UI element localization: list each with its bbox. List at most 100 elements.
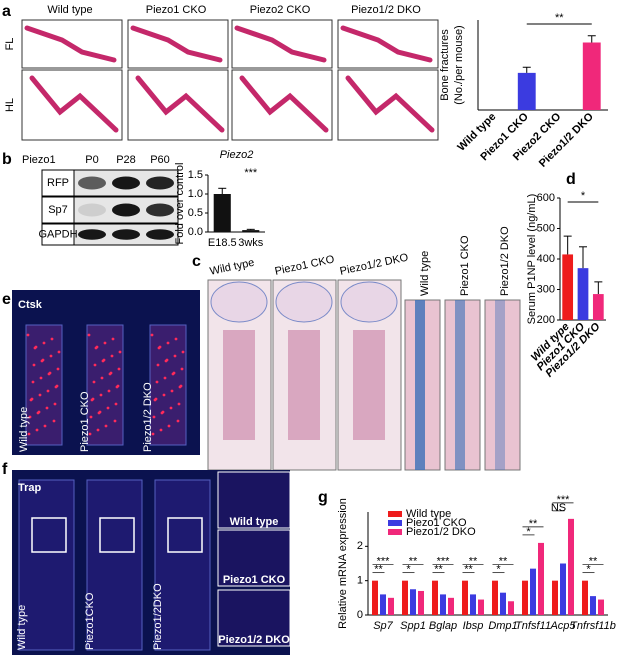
panel-label: f bbox=[2, 461, 8, 478]
y-tick-label: 500 bbox=[537, 222, 555, 234]
stain-dot bbox=[165, 358, 169, 362]
legend-label: Piezo1/2 DKO bbox=[406, 526, 476, 538]
stain-dot bbox=[181, 350, 185, 354]
bar bbox=[388, 597, 394, 615]
inset-label: Piezo1/2 DKO bbox=[499, 226, 511, 296]
y-tick-label: 1.5 bbox=[188, 169, 203, 181]
legend-swatch bbox=[388, 520, 402, 526]
strip bbox=[484, 299, 521, 471]
band bbox=[146, 229, 174, 240]
sig-label: *** bbox=[244, 167, 258, 179]
stain-dot bbox=[28, 415, 32, 419]
y-axis-label: Serum P1NP level (ng/mL) bbox=[526, 194, 538, 325]
sig-label: ** bbox=[464, 564, 473, 576]
stain-dot bbox=[45, 406, 49, 410]
bar bbox=[522, 580, 528, 615]
sig-label: *** bbox=[377, 556, 391, 568]
y-axis-label: Bone fractures (No./per mouse) bbox=[439, 25, 465, 104]
inset-label: Piezo1 CKO bbox=[459, 235, 471, 296]
roi bbox=[99, 517, 135, 553]
sig-label: ** bbox=[555, 12, 564, 24]
stain-dot bbox=[158, 345, 162, 349]
band bbox=[112, 176, 140, 190]
stain-dot bbox=[96, 428, 100, 432]
inset-label: Wild type bbox=[230, 516, 279, 528]
sig-label: *** bbox=[437, 556, 451, 568]
blot-label-box bbox=[41, 169, 75, 197]
bone bbox=[18, 479, 75, 651]
y-axis-label-line: (No./per mouse) bbox=[453, 25, 465, 104]
x-tick-label: Ibsp bbox=[463, 620, 484, 632]
bar bbox=[530, 568, 536, 615]
panel-label: b bbox=[2, 151, 12, 168]
stain-dot bbox=[26, 333, 30, 337]
epiphysis bbox=[340, 281, 398, 323]
bar bbox=[380, 594, 386, 615]
bar bbox=[448, 597, 454, 615]
inset-label: Piezo1/2 DKO bbox=[218, 634, 290, 646]
bar bbox=[500, 592, 506, 615]
bar bbox=[577, 268, 589, 320]
x-tick-label: Spp1 bbox=[400, 620, 426, 632]
skeleton bbox=[29, 75, 119, 133]
y-tick-label: 2 bbox=[357, 540, 363, 552]
stain-dot bbox=[30, 397, 34, 401]
y-tick-label: 600 bbox=[537, 192, 555, 204]
collagen bbox=[495, 300, 505, 470]
stain-dot bbox=[27, 432, 31, 436]
stain-dot bbox=[179, 384, 183, 388]
bone bbox=[149, 324, 187, 446]
stain-dot bbox=[95, 345, 99, 349]
bar bbox=[432, 580, 438, 615]
stain-dot bbox=[98, 410, 102, 414]
stain-dot bbox=[103, 341, 107, 345]
bar bbox=[562, 254, 574, 320]
stain-dot bbox=[34, 345, 38, 349]
panel-label: g bbox=[318, 489, 328, 506]
band bbox=[78, 176, 106, 190]
x-tick-label: Tnfrsf11b bbox=[570, 620, 616, 632]
marrow bbox=[353, 330, 385, 440]
sig-label: ** bbox=[469, 556, 478, 568]
stain-dot bbox=[57, 350, 61, 354]
y-tick-label: 0.5 bbox=[188, 207, 203, 219]
bar bbox=[242, 230, 260, 232]
stain-dot bbox=[35, 428, 39, 432]
bar bbox=[592, 294, 604, 320]
legend-label: Piezo1 CKO bbox=[406, 517, 467, 529]
bar bbox=[213, 194, 231, 232]
stain-dot bbox=[150, 333, 154, 337]
timepoint: P0 bbox=[85, 154, 98, 166]
stain-dot bbox=[53, 402, 57, 406]
band bbox=[146, 203, 174, 217]
bone bbox=[25, 324, 63, 446]
band bbox=[78, 229, 106, 240]
stain-dot bbox=[161, 410, 165, 414]
stain-dot bbox=[106, 406, 110, 410]
column-label: Piezo1 CKO bbox=[79, 391, 91, 452]
bar bbox=[418, 590, 424, 615]
chart-title: Piezo2 bbox=[220, 149, 254, 161]
stain-dot bbox=[174, 337, 178, 341]
legend-swatch bbox=[388, 529, 402, 535]
blot-gene: Piezo1 bbox=[22, 154, 56, 166]
row-label: FL bbox=[4, 38, 16, 51]
collagen bbox=[455, 300, 465, 470]
bar bbox=[582, 42, 601, 110]
stain-dot bbox=[107, 389, 111, 393]
inset-label: Piezo1 CKO bbox=[223, 574, 286, 586]
x-tick-label: Sp7 bbox=[373, 620, 393, 632]
panel-label: a bbox=[2, 3, 11, 20]
bar bbox=[538, 542, 544, 615]
y-tick-label: 0.0 bbox=[188, 226, 203, 238]
stain-dot bbox=[91, 397, 95, 401]
skeleton bbox=[340, 25, 433, 63]
band bbox=[112, 229, 140, 240]
stain-dot bbox=[159, 428, 163, 432]
inset bbox=[217, 529, 291, 587]
stain-dot bbox=[154, 397, 158, 401]
stain-dot bbox=[166, 341, 170, 345]
inset bbox=[217, 471, 291, 529]
stain-dot bbox=[87, 333, 91, 337]
